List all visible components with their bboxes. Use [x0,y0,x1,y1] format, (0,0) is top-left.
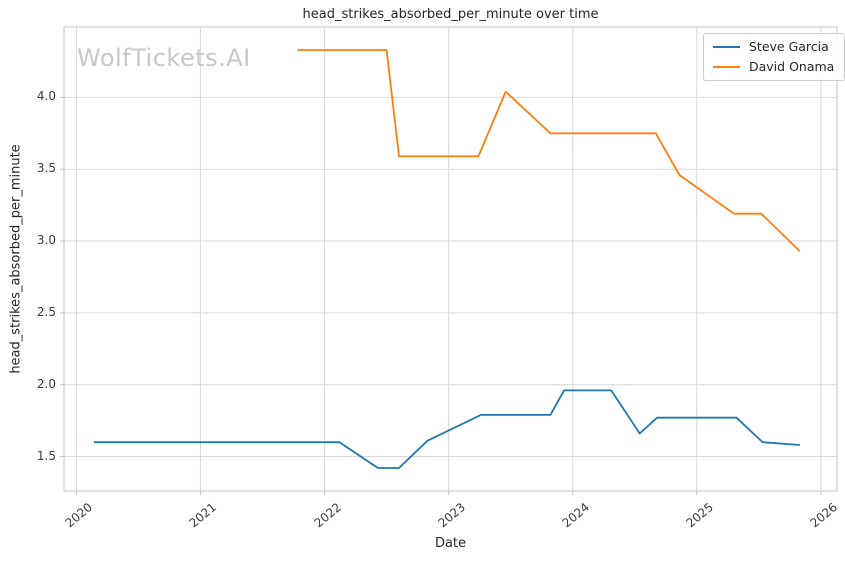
y-tick-label: 2.5 [36,304,56,319]
y-tick-label: 3.5 [36,161,56,176]
legend-line-swatch-blue [713,45,740,48]
legend-label: Steve Garcia [749,39,829,54]
tick-marks [60,96,822,495]
y-tick-label: 2.0 [36,376,56,391]
legend-line-swatch-orange [713,65,740,68]
y-axis-label: head_strikes_absorbed_per_minute [8,144,24,374]
y-tick-label: 1.5 [36,448,56,463]
legend-label: David Onama [749,59,835,74]
chart-title: head_strikes_absorbed_per_minute over ti… [302,7,599,22]
gridlines [64,27,837,491]
y-tick-label: 3.0 [36,233,56,248]
y-tick-label: 4.0 [36,89,56,104]
legend-entry-steve-garcia: Steve Garcia [713,39,834,54]
plot-border [63,26,838,492]
legend: Steve Garcia David Onama [703,33,845,81]
legend-entry-david-onama: David Onama [713,59,834,74]
watermark: WolfTickets.AI [77,44,251,72]
series-line-david-onama [297,49,801,252]
series-line-steve-garcia [93,389,800,469]
x-axis-label: Date [434,536,467,551]
